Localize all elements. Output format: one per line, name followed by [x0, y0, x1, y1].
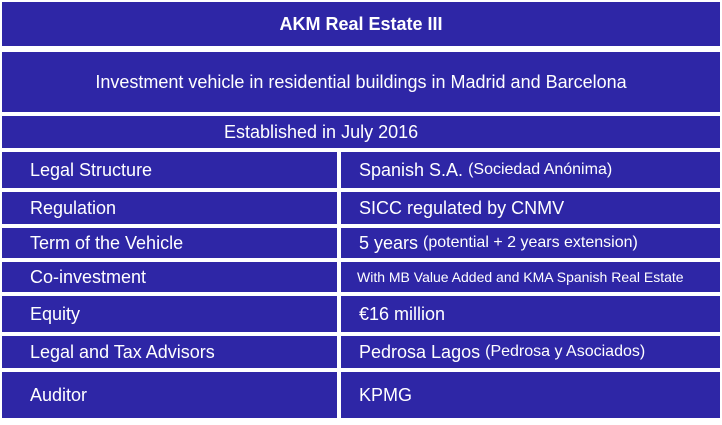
table-row: Legal Structure Spanish S.A. (Sociedad A…: [2, 152, 720, 188]
established-band: Established in July 2016: [2, 116, 720, 148]
row-label-text: Regulation: [30, 197, 117, 218]
row-label: Term of the Vehicle: [2, 228, 337, 258]
row-label: Co-investment: [2, 262, 337, 292]
row-label: Regulation: [2, 192, 337, 224]
row-value-detail: (Pedrosa y Asociados): [485, 343, 646, 360]
row-value: SICC regulated by CNMV: [341, 192, 720, 224]
row-value: Pedrosa Lagos (Pedrosa y Asociados): [341, 336, 720, 368]
row-value-text: Spanish S.A.: [359, 159, 464, 180]
table-row: Equity €16 million: [2, 296, 720, 332]
row-label: Legal Structure: [2, 152, 337, 188]
description-band: Investment vehicle in residential buildi…: [2, 52, 720, 112]
table-row: Auditor KPMG: [2, 372, 720, 418]
row-value-text: 5 years: [359, 232, 419, 253]
established-date: Established in July 2016: [224, 121, 419, 142]
table-row: Regulation SICC regulated by CNMV: [2, 192, 720, 224]
row-value: With MB Value Added and KMA Spanish Real…: [341, 262, 720, 292]
row-label-text: Equity: [30, 303, 81, 324]
row-value-detail: (potential + 2 years extension): [423, 234, 638, 251]
table-title: AKM Real Estate III: [279, 13, 443, 34]
row-value-text: KPMG: [359, 384, 413, 405]
row-label-text: Auditor: [30, 384, 88, 405]
row-value-text: SICC regulated by CNMV: [359, 197, 565, 218]
row-value: Spanish S.A. (Sociedad Anónima): [341, 152, 720, 188]
row-value-text: With MB Value Added and KMA Spanish Real…: [357, 269, 684, 285]
vehicle-description: Investment vehicle in residential buildi…: [95, 71, 627, 92]
row-value: 5 years (potential + 2 years extension): [341, 228, 720, 258]
table-row: Co-investment With MB Value Added and KM…: [2, 262, 720, 292]
row-label: Equity: [2, 296, 337, 332]
row-label-text: Legal and Tax Advisors: [30, 341, 215, 362]
row-value-detail: (Sociedad Anónima): [468, 161, 613, 178]
row-label-text: Co-investment: [30, 266, 147, 287]
row-label: Legal and Tax Advisors: [2, 336, 337, 368]
row-value: €16 million: [341, 296, 720, 332]
table-row: Term of the Vehicle 5 years (potential +…: [2, 228, 720, 258]
row-label-text: Legal Structure: [30, 159, 153, 180]
row-value: KPMG: [341, 372, 720, 418]
table-title-band: AKM Real Estate III: [2, 2, 720, 46]
row-value-text: Pedrosa Lagos: [359, 341, 481, 362]
row-label-text: Term of the Vehicle: [30, 232, 184, 253]
row-label: Auditor: [2, 372, 337, 418]
row-value-text: €16 million: [359, 303, 446, 324]
table-row: Legal and Tax Advisors Pedrosa Lagos (Pe…: [2, 336, 720, 368]
